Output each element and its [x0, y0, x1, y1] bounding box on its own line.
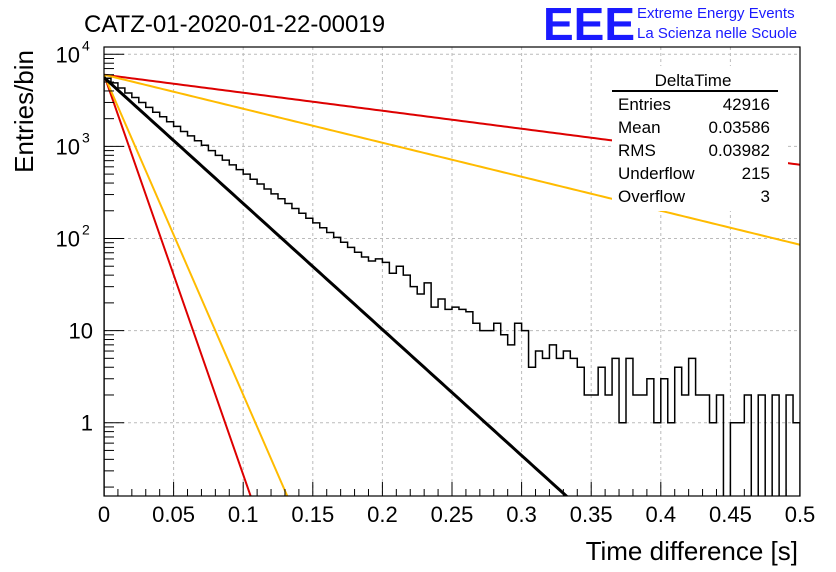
stats-row-label: RMS — [618, 141, 656, 160]
axes: 0 0.05 0.1 0.15 0.2 0.25 0.3 0.35 0.4 0.45 0.5 1 10 1… — [56, 37, 816, 527]
y-tick-label: 10 — [56, 42, 80, 67]
stats-row-value: 3 — [761, 187, 770, 206]
y-tick-exponent: 2 — [82, 221, 90, 237]
y-tick-label: 10 — [56, 134, 80, 159]
eee-logo: EEE Extreme Energy Events La Scienza nel… — [543, 0, 797, 50]
chart-title: CATZ-01-2020-01-22-00019 — [84, 11, 385, 38]
stats-box: DeltaTime Entries 42916 Mean 0.03586 RMS… — [612, 66, 788, 211]
y-tick-label: 10 — [56, 226, 80, 251]
x-tick-label: 0.35 — [570, 502, 613, 527]
y-axis-label: Entries/bin — [9, 50, 39, 173]
y-tick-label: 10 — [69, 319, 93, 344]
x-tick-label: 0.15 — [291, 502, 334, 527]
x-tick-label: 0 — [98, 502, 110, 527]
stats-row-label: Mean — [618, 118, 661, 137]
stats-row-label: Underflow — [618, 164, 695, 183]
fit-line — [104, 74, 252, 496]
x-tick-label: 0.45 — [709, 502, 752, 527]
fit-line — [104, 73, 800, 246]
x-axis-label: Time difference [s] — [586, 536, 798, 566]
grid — [104, 47, 800, 496]
x-tick-label: 0.4 — [646, 502, 677, 527]
stats-row-label: Entries — [618, 95, 671, 114]
x-tick-label: 0.05 — [152, 502, 195, 527]
x-tick-label: 0.5 — [785, 502, 816, 527]
eee-logo-line1: Extreme Energy Events — [637, 5, 795, 22]
stats-row-value: 0.03982 — [709, 141, 770, 160]
x-tick-label: 0.3 — [506, 502, 537, 527]
x-tick-label: 0.1 — [228, 502, 259, 527]
stats-row-value: 42916 — [723, 95, 770, 114]
stats-row-value: 0.03586 — [709, 118, 770, 137]
eee-logo-mark: EEE — [543, 0, 635, 50]
eee-logo-line2: La Scienza nelle Scuole — [637, 25, 797, 42]
histogram-line — [104, 77, 800, 496]
y-tick-exponent: 4 — [82, 37, 90, 53]
stats-row-label: Overflow — [618, 187, 686, 206]
y-tick-label: 1 — [81, 411, 93, 436]
stats-title: DeltaTime — [655, 71, 732, 90]
stats-row-value: 215 — [742, 164, 770, 183]
fit-line-main — [104, 76, 569, 496]
y-tick-exponent: 3 — [82, 129, 90, 145]
x-tick-label: 0.25 — [431, 502, 474, 527]
fit-line — [104, 74, 289, 496]
x-tick-label: 0.2 — [367, 502, 398, 527]
